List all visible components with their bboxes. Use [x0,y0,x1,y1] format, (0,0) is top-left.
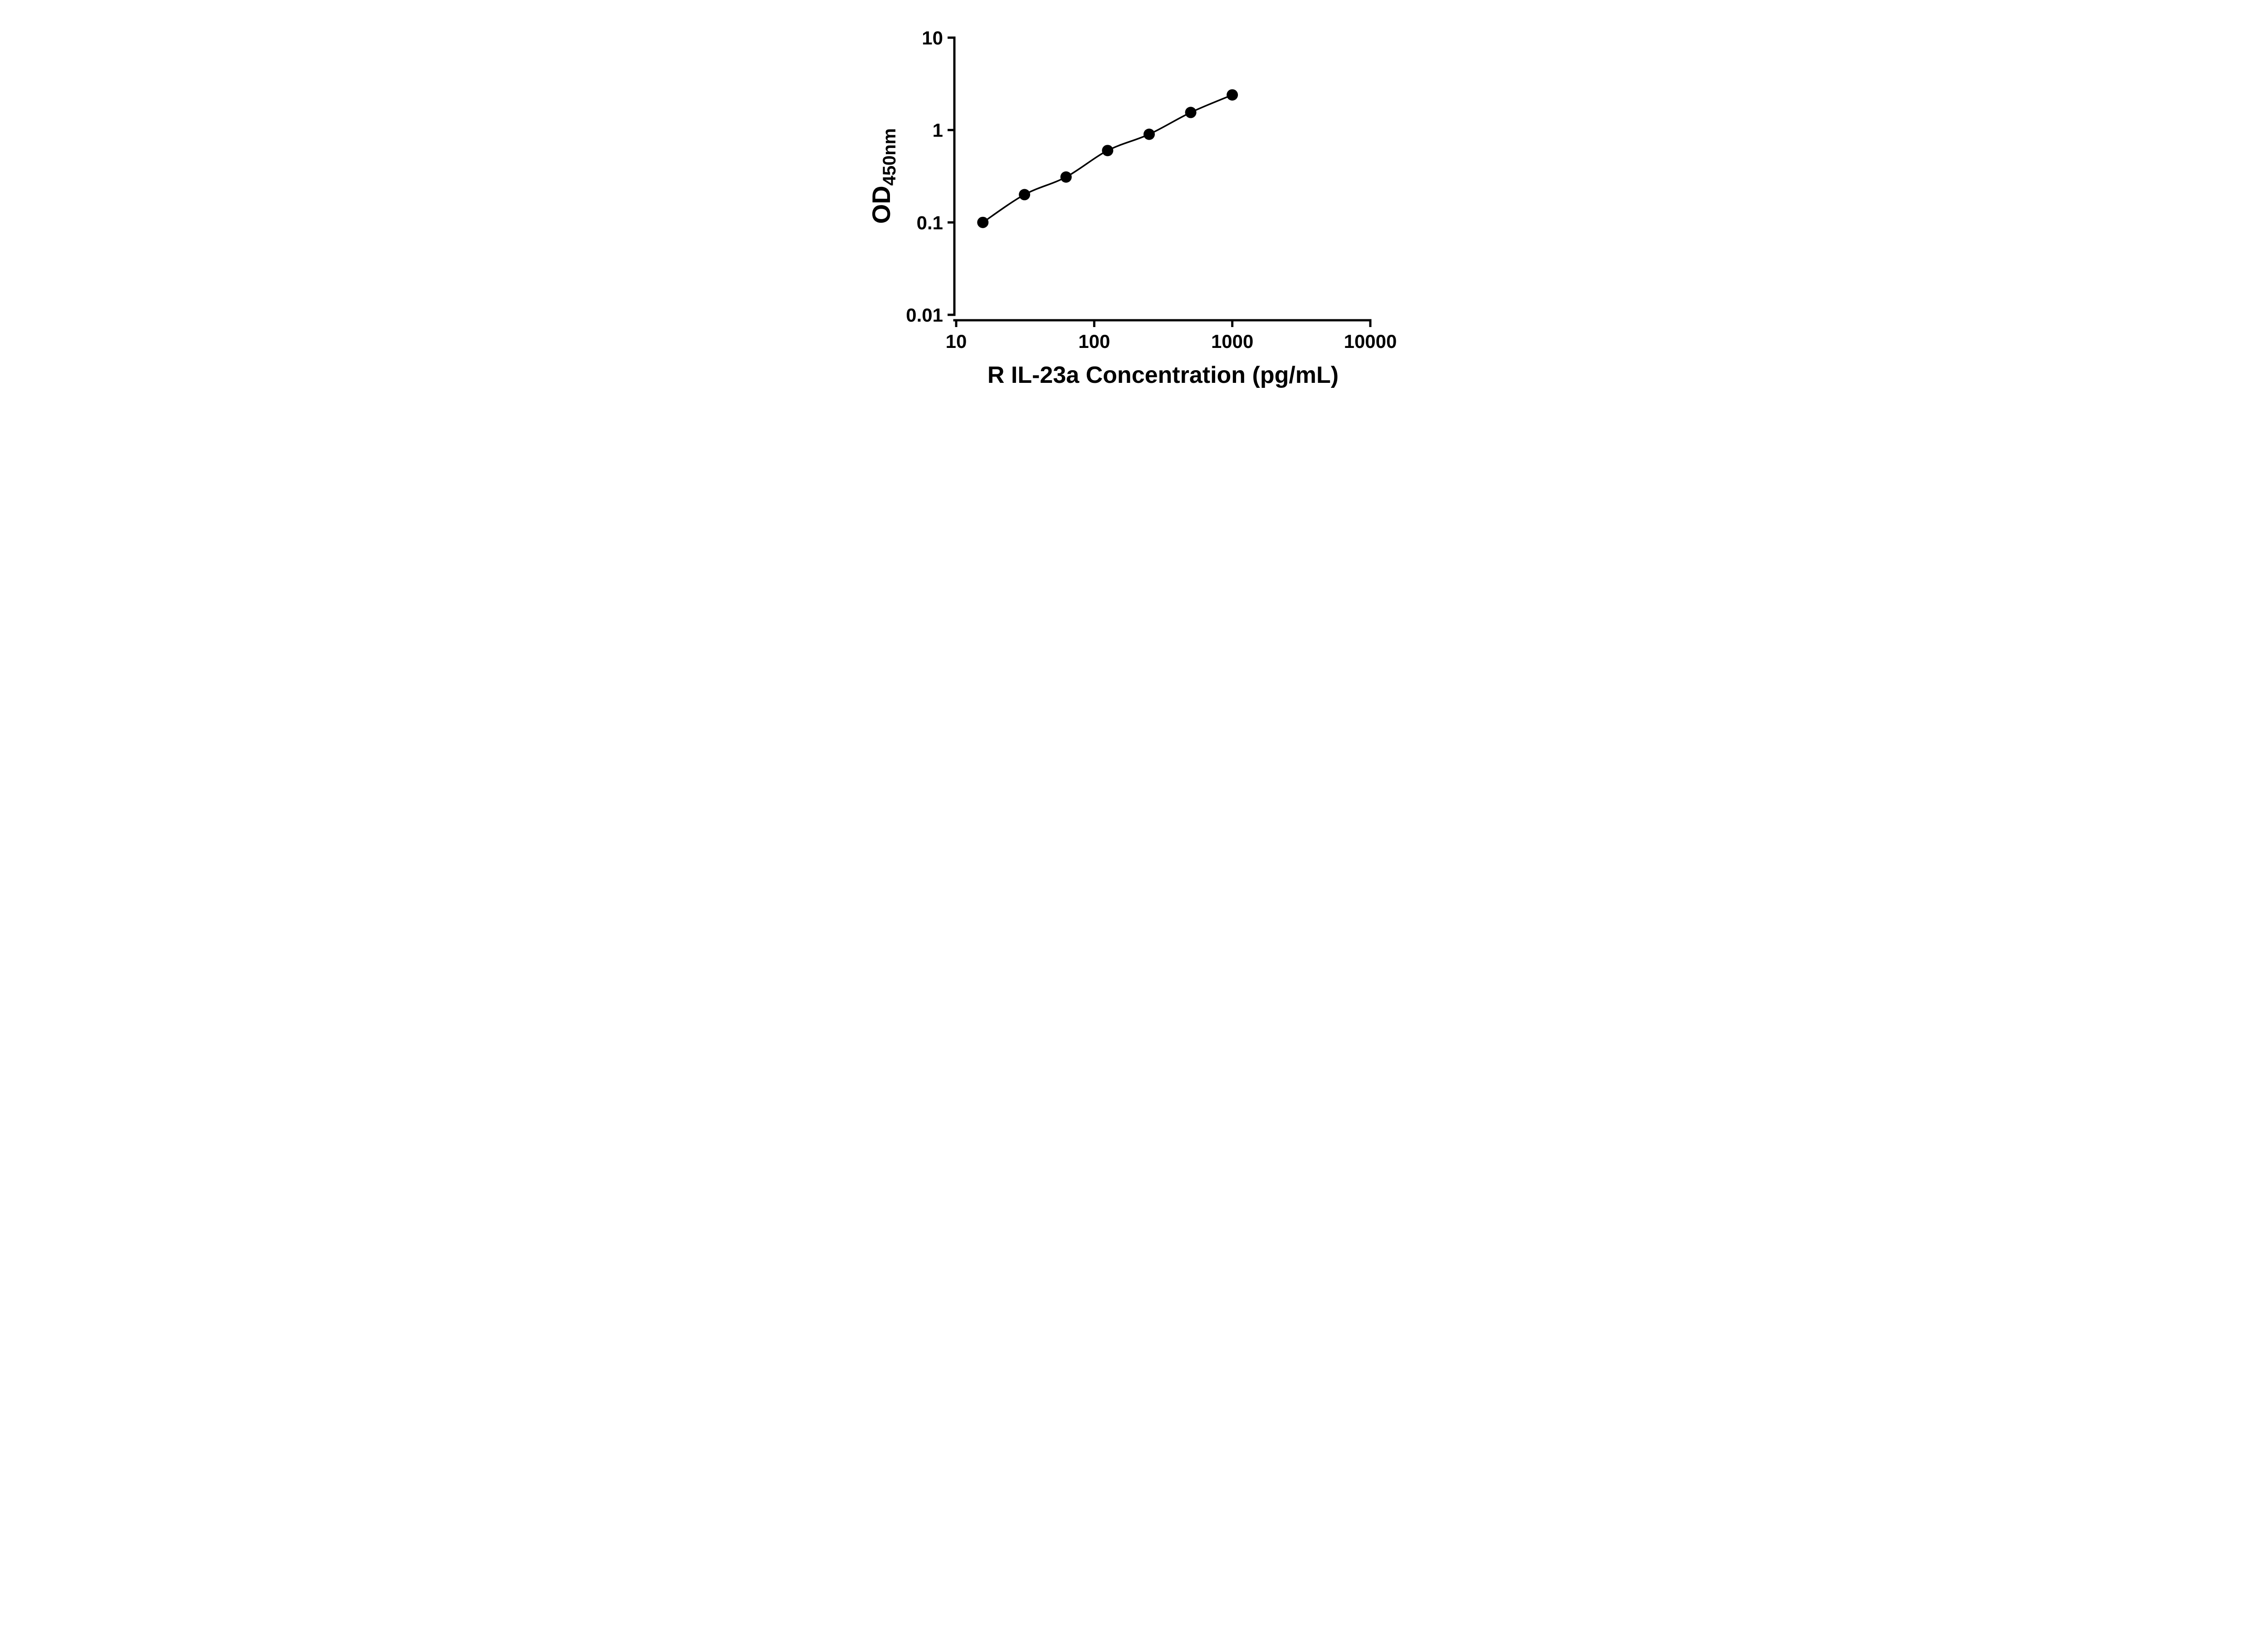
data-point-2 [1060,171,1072,183]
data-point-0 [977,216,988,228]
data-series [977,89,1238,228]
data-point-1 [1018,189,1030,200]
x-axis-tick-label: 100 [1078,331,1110,352]
x-axis-tick-label: 10000 [1344,331,1397,352]
x-axis-tick-label: 1000 [1211,331,1253,352]
data-point-4 [1143,128,1155,140]
data-point-5 [1185,107,1197,118]
x-axis-tick-label: 10 [945,331,967,352]
y-axis-tick-label: 0.01 [906,304,943,326]
data-point-3 [1101,145,1113,156]
y-axis-tick-label: 10 [922,27,943,49]
y-axis-title: OD450nm [867,128,899,224]
x-axis-title: R IL-23a Concentration (pg/mL) [987,362,1338,388]
data-point-6 [1226,89,1238,101]
y-axis-tick-label: 1 [932,120,943,141]
axes: 10 100 1000 10000 0.01 0.1 1 10 [906,27,1397,352]
y-axis-title-sub: 450nm [880,128,899,186]
y-axis-title-main: OD [867,186,895,224]
elisa-standard-curve-figure: 10 100 1000 10000 0.01 0.1 1 10 R IL-23a Concen… [842,0,1426,408]
y-axis-tick-label: 0.1 [916,212,943,233]
chart-canvas: 10 100 1000 10000 0.01 0.1 1 10 R IL-23a Concen… [867,27,1397,388]
